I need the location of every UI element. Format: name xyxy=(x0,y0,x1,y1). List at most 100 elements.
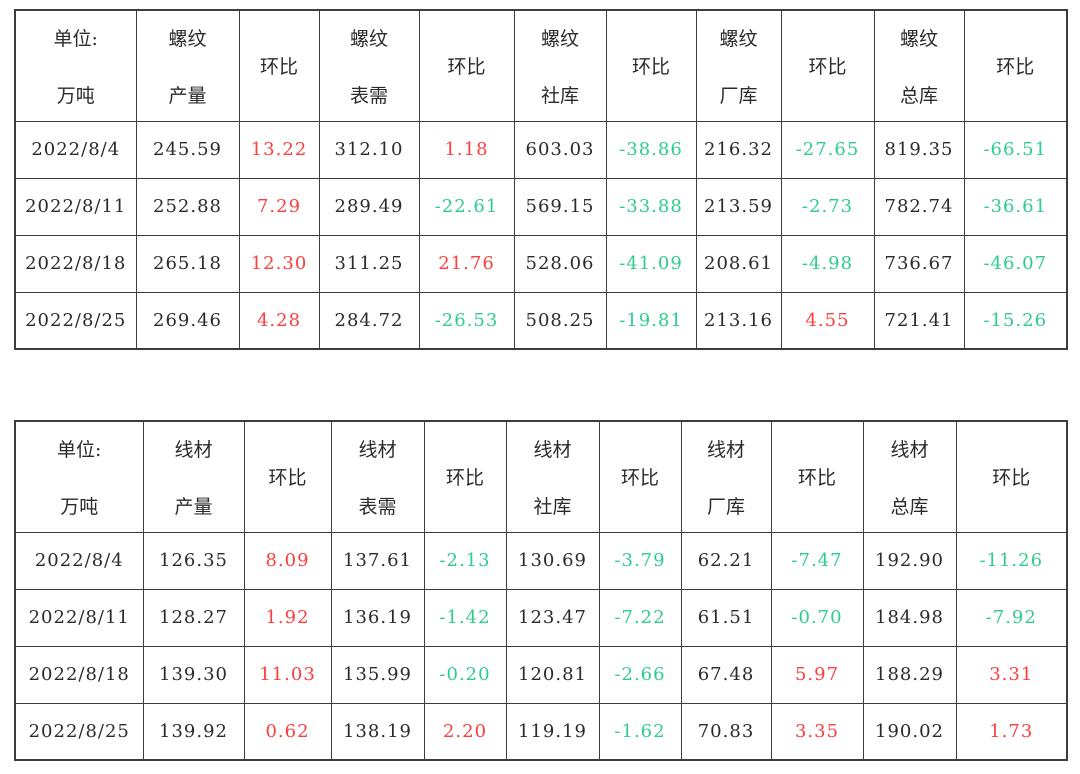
date-cell: 2022/8/4 xyxy=(14,120,137,179)
data-row: 2022/8/4 245.59 13.22 312.10 1.18 603.03 -38.8… xyxy=(14,120,1068,179)
value-cell: 192.90 xyxy=(862,531,957,590)
header-line: 环比 xyxy=(631,56,670,79)
change-cell: -7.22 xyxy=(598,588,682,647)
header-line: 厂库 xyxy=(706,495,745,518)
header-line: 环比 xyxy=(268,467,307,490)
change-cell: 1.92 xyxy=(243,588,332,647)
change-cell: -0.70 xyxy=(770,588,864,647)
header-line: 线材 xyxy=(358,438,397,461)
change-cell: -41.09 xyxy=(605,234,697,293)
header-line: 万吨 xyxy=(56,84,95,107)
data-row: 2022/8/11 128.27 1.92 136.19 -1.42 123.47 -7.2… xyxy=(14,588,1068,647)
value-cell: 126.35 xyxy=(142,531,245,590)
data-row: 2022/8/11 252.88 7.29 289.49 -22.61 569.15 -33… xyxy=(14,177,1068,236)
value-cell: 123.47 xyxy=(505,588,600,647)
value-cell: 130.69 xyxy=(505,531,600,590)
date-cell: 2022/8/4 xyxy=(14,531,144,590)
value-cell: 139.30 xyxy=(142,645,245,704)
value-cell: 208.61 xyxy=(695,234,782,293)
change-cell: -11.26 xyxy=(955,531,1068,590)
value-cell: 119.19 xyxy=(505,702,600,761)
header-row: 单位: 万吨 线材 产量 环比 线材 表需 环比 线材 社库 环比 线材 厂库 环比 线材 总库 环比 xyxy=(14,420,1068,533)
change-cell: -0.20 xyxy=(423,645,507,704)
change-cell: -1.42 xyxy=(423,588,507,647)
value-cell: 138.19 xyxy=(330,702,425,761)
metric-header-cell: 线材 产量 xyxy=(142,420,245,533)
value-cell: 136.19 xyxy=(330,588,425,647)
change-cell: -46.07 xyxy=(963,234,1068,293)
change-cell: -3.79 xyxy=(598,531,682,590)
value-cell: 62.21 xyxy=(680,531,772,590)
header-line: 表需 xyxy=(358,495,397,518)
header-line: 环比 xyxy=(992,467,1031,490)
metric-header-cell: 螺纹 产量 xyxy=(135,9,240,122)
change-header-cell: 环比 xyxy=(963,9,1068,122)
change-cell: -1.62 xyxy=(598,702,682,761)
value-cell: 311.25 xyxy=(318,234,420,293)
value-cell: 213.16 xyxy=(695,291,782,350)
header-line: 产量 xyxy=(174,495,213,518)
change-cell: -7.92 xyxy=(955,588,1068,647)
header-line: 产量 xyxy=(168,84,207,107)
value-cell: 61.51 xyxy=(680,588,772,647)
header-line: 环比 xyxy=(996,56,1035,79)
change-cell: 4.28 xyxy=(238,291,320,350)
metric-header-cell: 线材 总库 xyxy=(862,420,957,533)
change-cell: 7.29 xyxy=(238,177,320,236)
header-line: 螺纹 xyxy=(719,27,758,50)
change-header-cell: 环比 xyxy=(238,9,320,122)
change-cell: 3.31 xyxy=(955,645,1068,704)
value-cell: 139.92 xyxy=(142,702,245,761)
change-cell: -27.65 xyxy=(780,120,875,179)
change-cell: 3.35 xyxy=(770,702,864,761)
change-cell: 1.18 xyxy=(418,120,515,179)
value-cell: 184.98 xyxy=(862,588,957,647)
change-cell: -4.98 xyxy=(780,234,875,293)
change-cell: -19.81 xyxy=(605,291,697,350)
header-line: 线材 xyxy=(706,438,745,461)
header-line: 表需 xyxy=(349,84,388,107)
header-line: 环比 xyxy=(447,56,486,79)
change-cell: -7.47 xyxy=(770,531,864,590)
header-line: 环比 xyxy=(797,467,836,490)
value-cell: 190.02 xyxy=(862,702,957,761)
data-row: 2022/8/18 265.18 12.30 311.25 21.76 528.06 -41… xyxy=(14,234,1068,293)
value-cell: 736.67 xyxy=(873,234,965,293)
metric-header-cell: 螺纹 社库 xyxy=(513,9,607,122)
header-line: 总库 xyxy=(899,84,938,107)
header-line: 螺纹 xyxy=(168,27,207,50)
header-line: 环比 xyxy=(808,56,847,79)
change-cell: -2.73 xyxy=(780,177,875,236)
value-cell: 128.27 xyxy=(142,588,245,647)
rebar-weekly-table: 单位: 万吨 螺纹 产量 环比 螺纹 表需 环比 螺纹 社库 环比 螺纹 厂库 环比 螺纹 总库 环比 2022/… xyxy=(14,9,1068,350)
metric-header-cell: 线材 社库 xyxy=(505,420,600,533)
value-cell: 213.59 xyxy=(695,177,782,236)
change-header-cell: 环比 xyxy=(423,420,507,533)
change-header-cell: 环比 xyxy=(605,9,697,122)
header-line: 线材 xyxy=(890,438,929,461)
change-header-cell: 环比 xyxy=(418,9,515,122)
change-cell: -15.26 xyxy=(963,291,1068,350)
change-cell: 13.22 xyxy=(238,120,320,179)
unit-header-cell: 单位: 万吨 xyxy=(14,420,144,533)
header-line: 单位: xyxy=(53,27,98,50)
value-cell: 135.99 xyxy=(330,645,425,704)
date-cell: 2022/8/11 xyxy=(14,177,137,236)
header-line: 线材 xyxy=(533,438,572,461)
header-line: 社库 xyxy=(540,84,579,107)
date-cell: 2022/8/18 xyxy=(14,645,144,704)
change-cell: -22.61 xyxy=(418,177,515,236)
value-cell: 188.29 xyxy=(862,645,957,704)
date-cell: 2022/8/25 xyxy=(14,702,144,761)
change-cell: -26.53 xyxy=(418,291,515,350)
header-row: 单位: 万吨 螺纹 产量 环比 螺纹 表需 环比 螺纹 社库 环比 螺纹 厂库 环比 螺纹 总库 环比 xyxy=(14,9,1068,122)
header-line: 线材 xyxy=(174,438,213,461)
value-cell: 721.41 xyxy=(873,291,965,350)
change-cell: 5.97 xyxy=(770,645,864,704)
change-cell: -66.51 xyxy=(963,120,1068,179)
change-header-cell: 环比 xyxy=(770,420,864,533)
data-row: 2022/8/4 126.35 8.09 137.61 -2.13 130.69 -3.79… xyxy=(14,531,1068,590)
metric-header-cell: 线材 厂库 xyxy=(680,420,772,533)
metric-header-cell: 螺纹 厂库 xyxy=(695,9,782,122)
